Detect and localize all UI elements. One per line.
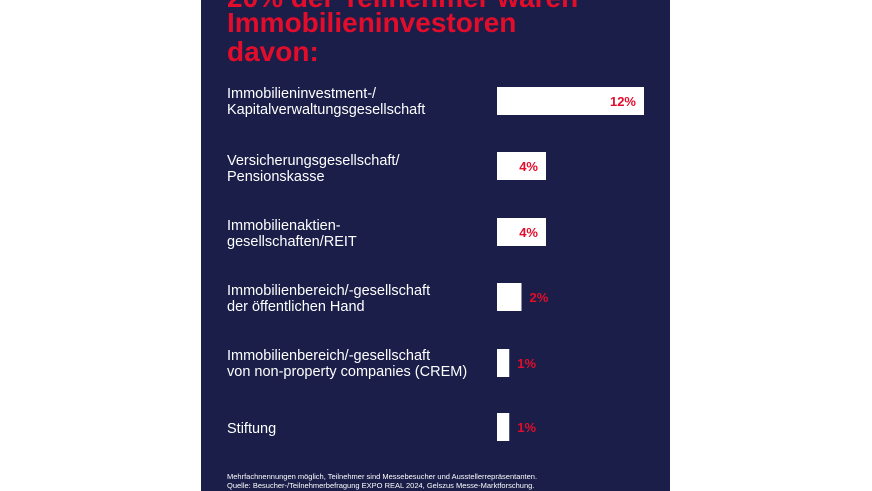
- footnote: Mehrfachnennungen möglich, Teilnehmer si…: [227, 472, 667, 490]
- category-label-public-sector: Immobilienbereich/-gesellschaft der öffe…: [227, 283, 487, 315]
- bar-3: [497, 283, 522, 311]
- bar-4: [497, 349, 510, 377]
- footnote-line: Mehrfachnennungen möglich, Teilnehmer si…: [227, 472, 538, 481]
- bar-value-label-4: 1%: [517, 356, 536, 371]
- chart-title-line-3: davon:: [227, 36, 319, 67]
- category-label-line: Immobilienaktien-: [227, 218, 341, 234]
- category-label-crem: Immobilienbereich/-gesellschaft von non-…: [227, 348, 487, 380]
- bar-0: [497, 87, 644, 115]
- bar-value-label-5: 1%: [517, 420, 536, 435]
- category-label-foundation: Stiftung: [227, 421, 487, 437]
- category-label-line: gesellschaften/REIT: [227, 234, 357, 250]
- category-label-reit: Immobilienaktien- gesellschaften/REIT: [227, 218, 487, 250]
- bar-value-label-1: 4%: [519, 159, 538, 174]
- bar-2: [497, 218, 546, 246]
- category-label-line: von non-property companies (CREM): [227, 364, 468, 380]
- category-label-line: Pensionskasse: [227, 169, 325, 185]
- bar-value-label-0: 12%: [610, 94, 636, 109]
- chart-title-line-2: Immobilieninvestoren: [227, 7, 517, 38]
- footnote-line: Quelle: Besucher-/Teilnehmerbefragung EX…: [227, 481, 535, 490]
- category-label-line: Versicherungsgesellschaft/: [227, 153, 400, 169]
- bar-5: [497, 413, 510, 441]
- bar-value-label-3: 2%: [530, 290, 549, 305]
- category-label-insurance: Versicherungsgesellschaft/ Pensionskasse: [227, 153, 487, 185]
- category-label-line: Immobilieninvestment-/: [227, 86, 377, 102]
- category-label-line: Immobilienbereich/-gesellschaft: [227, 348, 431, 364]
- infographic-panel: 20% der Teilnehmer waren Immobilieninves…: [201, 0, 670, 491]
- category-label-line: der öffentlichen Hand: [227, 299, 365, 315]
- category-label-line: Immobilienbereich/-gesellschaft: [227, 283, 431, 299]
- category-label-investment: Immobilieninvestment-/ Kapitalverwaltung…: [227, 86, 487, 118]
- chart-title-line-1: 20% der Teilnehmer waren: [227, 0, 578, 13]
- bar-value-label-2: 4%: [519, 225, 538, 240]
- bar-1: [497, 152, 546, 180]
- category-label-line: Kapitalverwaltungsgesellschaft: [227, 102, 426, 118]
- category-label-line: Stiftung: [227, 421, 277, 437]
